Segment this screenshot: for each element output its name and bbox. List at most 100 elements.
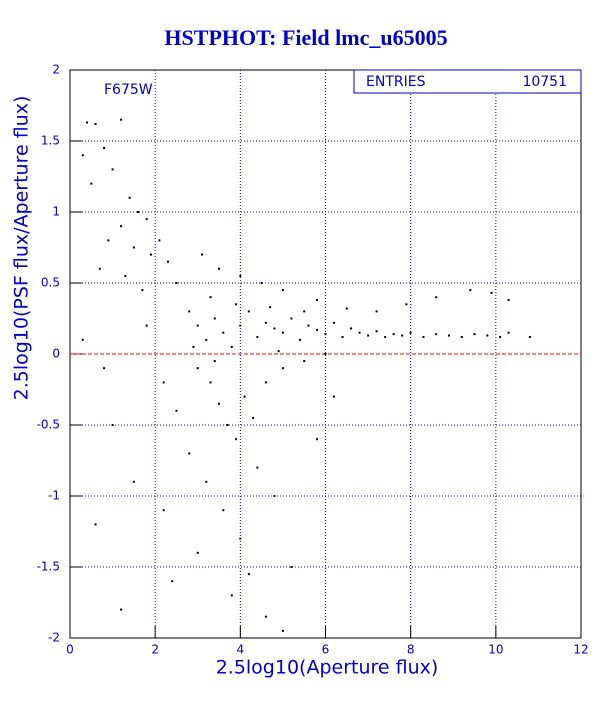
x-tick-label: 8 bbox=[407, 643, 415, 657]
point bbox=[333, 395, 336, 398]
point bbox=[528, 335, 531, 338]
point bbox=[218, 267, 221, 270]
y-tick-label: 1 bbox=[52, 205, 60, 219]
stats-label: ENTRIES bbox=[366, 74, 426, 90]
point bbox=[209, 381, 212, 384]
point bbox=[86, 121, 89, 124]
point bbox=[192, 345, 195, 348]
y-tick-label: 0.5 bbox=[41, 276, 60, 290]
point bbox=[213, 317, 216, 320]
x-tick-label: 4 bbox=[237, 643, 245, 657]
point bbox=[141, 289, 144, 292]
point bbox=[132, 480, 135, 483]
point bbox=[264, 615, 267, 618]
point bbox=[81, 154, 84, 157]
point bbox=[405, 303, 408, 306]
point bbox=[499, 335, 502, 338]
point bbox=[315, 328, 318, 331]
point bbox=[213, 360, 216, 363]
point bbox=[166, 260, 169, 263]
annotation: F675W bbox=[104, 82, 153, 98]
y-tick-label: 2 bbox=[52, 63, 60, 77]
point bbox=[409, 331, 412, 334]
y-tick-label: -0.5 bbox=[37, 418, 60, 432]
point bbox=[162, 381, 165, 384]
point bbox=[120, 118, 123, 121]
point bbox=[145, 324, 148, 327]
point bbox=[205, 480, 208, 483]
point bbox=[435, 333, 438, 336]
x-tick-label: 0 bbox=[66, 643, 74, 657]
point bbox=[490, 291, 493, 294]
point bbox=[264, 321, 267, 324]
x-tick-label: 6 bbox=[322, 643, 330, 657]
point bbox=[196, 324, 199, 327]
point bbox=[281, 289, 284, 292]
point bbox=[158, 239, 161, 242]
point bbox=[90, 182, 93, 185]
point bbox=[107, 239, 110, 242]
point bbox=[281, 331, 284, 334]
point bbox=[124, 274, 127, 277]
x-tick-label: 12 bbox=[573, 643, 588, 657]
point bbox=[120, 225, 123, 228]
point bbox=[345, 307, 348, 310]
point bbox=[162, 509, 165, 512]
point bbox=[315, 299, 318, 302]
point bbox=[94, 122, 97, 125]
point bbox=[341, 335, 344, 338]
point bbox=[486, 334, 489, 337]
x-tick-label: 10 bbox=[488, 643, 503, 657]
point bbox=[269, 306, 272, 309]
point bbox=[350, 327, 353, 330]
point bbox=[137, 211, 140, 213]
x-tick-label: 2 bbox=[151, 643, 159, 657]
y-tick-label: -1 bbox=[48, 489, 60, 503]
x-axis-label: 2.5log10(Aperture flux) bbox=[216, 657, 439, 679]
point bbox=[149, 253, 152, 256]
point bbox=[247, 573, 250, 576]
point bbox=[188, 310, 191, 313]
point bbox=[507, 331, 510, 334]
point bbox=[460, 335, 463, 338]
point bbox=[392, 333, 395, 336]
point bbox=[120, 608, 123, 611]
point bbox=[375, 330, 378, 333]
point bbox=[235, 303, 238, 306]
point bbox=[205, 338, 208, 341]
point bbox=[222, 509, 225, 512]
point bbox=[252, 416, 255, 419]
point bbox=[196, 367, 199, 370]
point bbox=[358, 331, 361, 334]
point bbox=[273, 495, 276, 497]
point bbox=[384, 335, 387, 338]
point bbox=[264, 381, 267, 384]
point bbox=[324, 353, 327, 355]
point bbox=[81, 338, 84, 341]
point bbox=[132, 246, 135, 249]
point bbox=[98, 267, 101, 270]
point bbox=[375, 310, 378, 313]
point bbox=[111, 424, 114, 426]
point bbox=[230, 594, 233, 597]
point bbox=[469, 289, 472, 292]
point bbox=[94, 523, 97, 526]
point bbox=[230, 345, 233, 348]
point bbox=[235, 438, 238, 441]
point bbox=[128, 196, 131, 199]
chart-title: HSTPHOT: Field lmc_u65005 bbox=[164, 25, 447, 50]
point bbox=[473, 333, 476, 336]
point bbox=[111, 168, 114, 171]
point bbox=[324, 333, 327, 336]
point bbox=[256, 335, 259, 338]
point bbox=[239, 274, 242, 277]
point bbox=[507, 299, 510, 302]
point bbox=[103, 147, 106, 150]
point bbox=[281, 629, 284, 632]
point bbox=[447, 334, 450, 337]
point bbox=[290, 566, 293, 568]
point bbox=[239, 537, 242, 540]
point bbox=[226, 424, 229, 426]
point bbox=[401, 334, 404, 337]
